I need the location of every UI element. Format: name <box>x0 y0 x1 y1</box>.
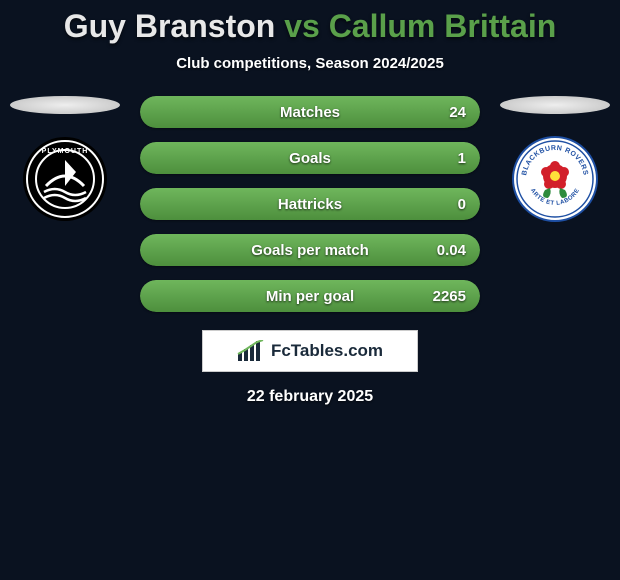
stat-bar: Goals 1 <box>140 142 480 174</box>
stat-bar: Goals per match 0.04 <box>140 234 480 266</box>
player1-silhouette <box>10 96 120 114</box>
fctables-logo-text: FcTables.com <box>271 341 383 361</box>
comparison-card: Guy Branston vs Callum Brittain Club com… <box>0 0 620 406</box>
title-vs: vs <box>284 8 320 44</box>
stat-right-value: 2265 <box>433 280 466 312</box>
title-player2: Callum Brittain <box>329 8 557 44</box>
stat-label: Goals <box>140 142 480 174</box>
stat-bar: Hattricks 0 <box>140 188 480 220</box>
stat-bar: Matches 24 <box>140 96 480 128</box>
stat-label: Hattricks <box>140 188 480 220</box>
stats-column: Matches 24 Goals 1 Hattricks 0 <box>140 96 480 312</box>
svg-text:PLYMOUTH: PLYMOUTH <box>42 148 89 155</box>
stat-label: Min per goal <box>140 280 480 312</box>
subtitle: Club competitions, Season 2024/2025 <box>176 55 444 72</box>
title-player1: Guy Branston <box>64 8 276 44</box>
page-title: Guy Branston vs Callum Brittain <box>64 8 557 45</box>
stat-right-value: 1 <box>458 142 466 174</box>
plymouth-badge-icon: PLYMOUTH <box>22 136 108 222</box>
stat-label: Matches <box>140 96 480 128</box>
comparison-row: PLYMOUTH Matches 24 <box>0 96 620 312</box>
fctables-logo[interactable]: FcTables.com <box>202 330 418 372</box>
player2-column: BLACKBURN ROVERS ARTE ET LABORE <box>500 96 610 222</box>
blackburn-badge-icon: BLACKBURN ROVERS ARTE ET LABORE <box>512 136 598 222</box>
player1-column: PLYMOUTH <box>10 96 120 222</box>
bar-chart-icon <box>237 340 265 362</box>
stat-label: Goals per match <box>140 234 480 266</box>
stat-right-value: 24 <box>449 96 466 128</box>
player2-silhouette <box>500 96 610 114</box>
stat-right-value: 0.04 <box>437 234 466 266</box>
stat-bar: Min per goal 2265 <box>140 280 480 312</box>
plymouth-badge: PLYMOUTH <box>22 136 108 222</box>
stat-right-value: 0 <box>458 188 466 220</box>
blackburn-badge: BLACKBURN ROVERS ARTE ET LABORE <box>512 136 598 222</box>
comparison-date: 22 february 2025 <box>247 388 373 406</box>
